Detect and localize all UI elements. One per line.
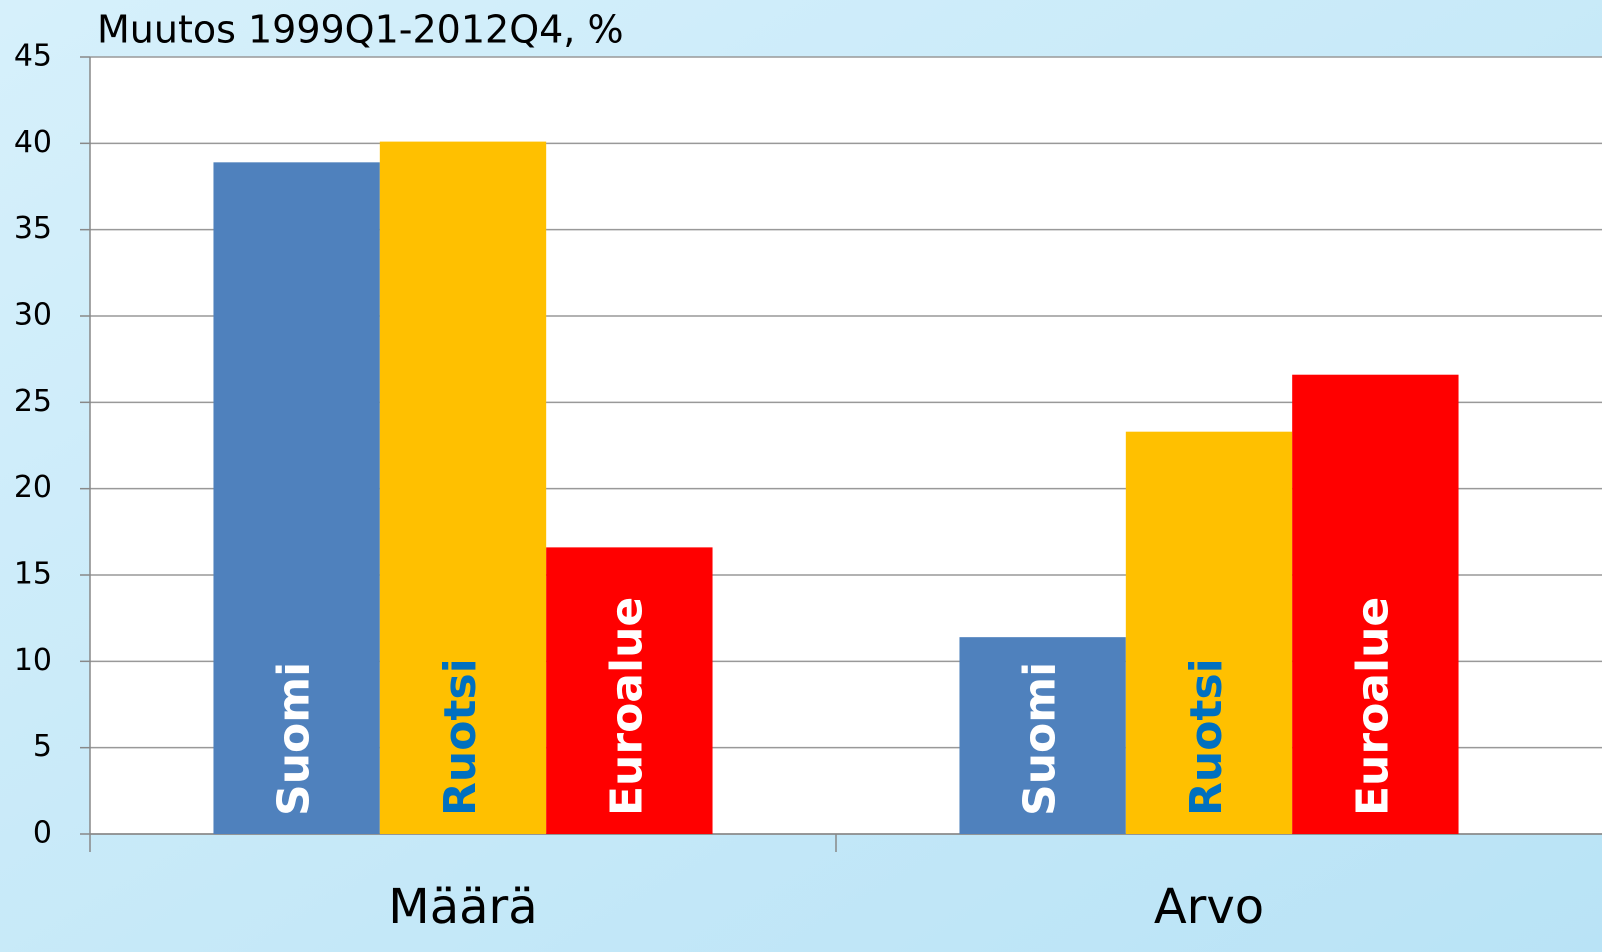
y-tick-label: 0	[33, 816, 52, 851]
bar	[379, 141, 547, 834]
bar-series-label: Suomi	[269, 662, 320, 816]
x-tick-label: Määrä	[388, 879, 537, 935]
bar-series-label: Euroalue	[1347, 597, 1398, 816]
y-tick-label: 20	[14, 470, 52, 505]
bar-series-label: Ruotsi	[1181, 658, 1232, 816]
y-tick-label: 5	[33, 729, 52, 764]
y-tick-label: 25	[14, 384, 52, 419]
bar	[213, 162, 380, 834]
bar	[1125, 431, 1293, 834]
bar-series-label: Suomi	[1015, 662, 1066, 816]
bar-series-label: Euroalue	[601, 597, 652, 816]
bar	[959, 637, 1126, 834]
bar-series-label: Ruotsi	[435, 658, 486, 816]
chart-title: Muutos 1999Q1-2012Q4, %	[97, 8, 624, 52]
bar	[546, 547, 713, 834]
x-tick-label: Arvo	[1154, 879, 1264, 935]
y-tick-label: 45	[14, 39, 52, 74]
y-tick-label: 30	[14, 298, 52, 333]
y-tick-label: 40	[14, 125, 52, 160]
bar	[1292, 374, 1459, 834]
y-tick-label: 15	[14, 557, 52, 592]
y-tick-label: 35	[14, 211, 52, 246]
y-tick-label: 10	[14, 643, 52, 678]
